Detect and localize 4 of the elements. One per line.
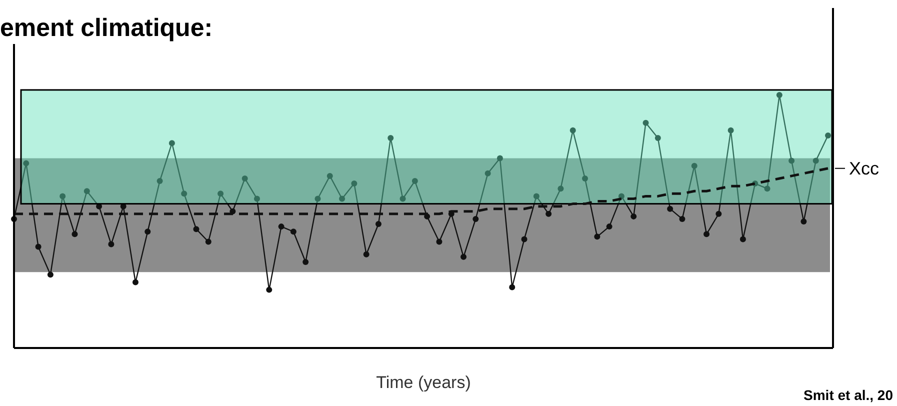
chart-title: ement climatique:: [0, 14, 213, 42]
x-axis-title: Time (years): [376, 373, 471, 392]
text: Smit et al., 20: [804, 387, 894, 403]
series-label: Xcc: [849, 158, 880, 178]
